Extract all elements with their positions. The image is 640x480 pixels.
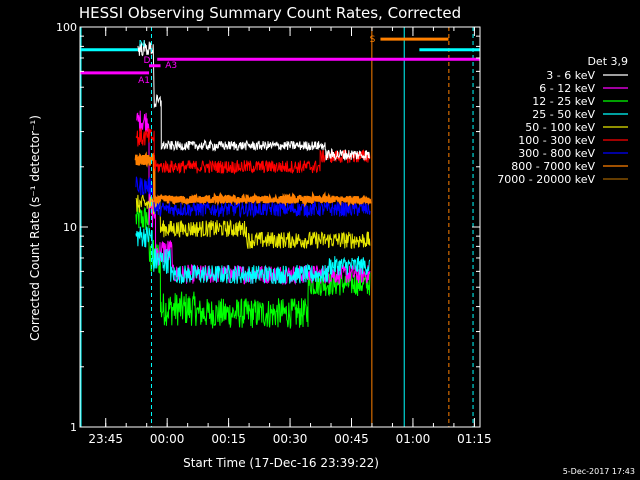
series-line-25-50-kev: [135, 226, 371, 285]
legend-label-50-100-kev: 50 - 100 keV: [525, 121, 595, 134]
legend-label-3-6-kev: 3 - 6 keV: [546, 69, 595, 82]
x-tick-label-0000: 00:00: [150, 432, 185, 446]
flag-label-a3: A3: [165, 61, 177, 71]
legend-label-6-12-kev: 6 - 12 keV: [539, 82, 595, 95]
x-tick-label-0100: 01:00: [396, 432, 431, 446]
y-axis-label: Corrected Count Rate (s⁻¹ detector⁻¹): [28, 115, 42, 341]
x-tick-label-0030: 00:30: [273, 432, 308, 446]
x-tick-label-2345: 23:45: [88, 432, 123, 446]
series-line-50-100-kev: [135, 194, 371, 250]
footer-timestamp: 5-Dec-2017 17:43: [563, 467, 635, 476]
legend-label-800-7000-kev: 800 - 7000 keV: [511, 160, 595, 173]
flag-label-d: D: [144, 56, 151, 66]
y-tick-label-100: 100: [56, 21, 77, 34]
x-tick-label-0015: 00:15: [211, 432, 246, 446]
x-tick-label-0045: 00:45: [334, 432, 369, 446]
legend-label-12-25-kev: 12 - 25 keV: [532, 95, 595, 108]
series-line-100-300-kev: [135, 128, 371, 175]
flag-label-n: N: [139, 40, 146, 50]
y-tick-label-10: 10: [63, 221, 77, 234]
flag-label-a1: A1: [138, 76, 150, 86]
x-axis-label: Start Time (17-Dec-16 23:39:22): [183, 456, 379, 470]
chart-title: HESSI Observing Summary Count Rates, Cor…: [79, 4, 461, 22]
y-tick-label-1: 1: [70, 421, 77, 434]
legend-label-7000-20000-kev: 7000 - 20000 keV: [497, 173, 595, 186]
series-line-300-800-kev: [135, 176, 371, 219]
legend-title: Det 3,9: [587, 55, 628, 68]
legend-label-25-50-kev: 25 - 50 keV: [532, 108, 595, 121]
flag-label-s: S: [370, 35, 376, 45]
x-tick-label-0115: 01:15: [457, 432, 492, 446]
legend-label-100-300-kev: 100 - 300 keV: [518, 134, 595, 147]
legend-label-300-800-kev: 300 - 800 keV: [518, 147, 595, 160]
series-line-800-7000-kev: [134, 151, 372, 208]
series-line-3-6-kev: [137, 39, 371, 162]
